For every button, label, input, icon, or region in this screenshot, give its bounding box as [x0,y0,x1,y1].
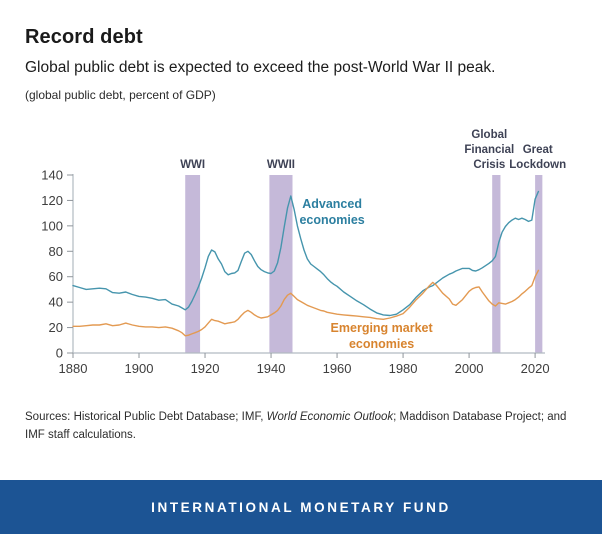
band-wwi [185,175,201,353]
band-great-lockdown [535,175,543,353]
x-tick-label: 1960 [323,361,352,376]
series-label-advanced-economies: Advanced [302,197,362,211]
y-tick-label: 40 [49,295,63,310]
band-wwii [269,175,293,353]
chart-header: Record debt Global public debt is expect… [0,0,602,102]
band-label-global-financial-crisis: Crisis [473,159,505,171]
axis-unit-note: (global public debt, percent of GDP) [25,88,216,103]
debt-line-chart: WWI WWII Global Financial Crisis Great Lockdow… [41,129,566,376]
sources-italic-title: World Economic Outlook [266,411,394,423]
chart-area: WWI WWII Global Financial Crisis Great Lockdow… [0,120,602,390]
series-label-emerging-market-economies: economies [349,337,414,351]
x-tick-label: 1980 [389,361,418,376]
y-tick-label: 80 [49,244,63,259]
x-tick-label: 1880 [59,361,88,376]
y-tick-label: 120 [41,193,63,208]
x-tick-label: 1900 [125,361,154,376]
y-tick-label: 0 [56,346,63,361]
sources-text-end: ; Maddison Database Project; and IMF sta… [25,411,567,442]
y-tick-label: 60 [49,269,63,284]
x-tick-label: 1920 [191,361,220,376]
sources-text: Sources: Historical Public Debt Database… [25,411,267,423]
band-label-wwii: WWII [267,159,295,171]
imf-footer-bar: INTERNATIONAL MONETARY FUND [0,480,602,534]
x-tick-label: 2000 [455,361,484,376]
series-label-advanced-economies: economies [299,213,364,227]
sources-note: Sources: Historical Public Debt Database… [25,408,581,445]
band-label-global-financial-crisis: Financial [464,144,514,156]
x-tick-label: 2020 [521,361,550,376]
series-label-emerging-market-economies: Emerging market [331,321,434,335]
chart-subtitle: Global public debt is expected to exceed… [25,59,496,76]
chart-title: Record debt [25,26,143,48]
band-label-wwi: WWI [180,159,205,171]
y-tick-label: 20 [49,320,63,335]
band-label-great-lockdown: Lockdown [509,159,566,171]
y-tick-label: 140 [41,168,63,183]
x-tick-label: 1940 [257,361,286,376]
band-label-great-lockdown: Great [523,144,553,156]
imf-wordmark: INTERNATIONAL MONETARY FUND [151,499,451,515]
series-line-emerging-market-economies [72,269,540,337]
band-label-global-financial-crisis: Global [471,129,507,141]
band-global-financial-crisis [492,175,501,353]
y-tick-label: 100 [41,218,63,233]
series-line-advanced-economies [72,190,540,317]
